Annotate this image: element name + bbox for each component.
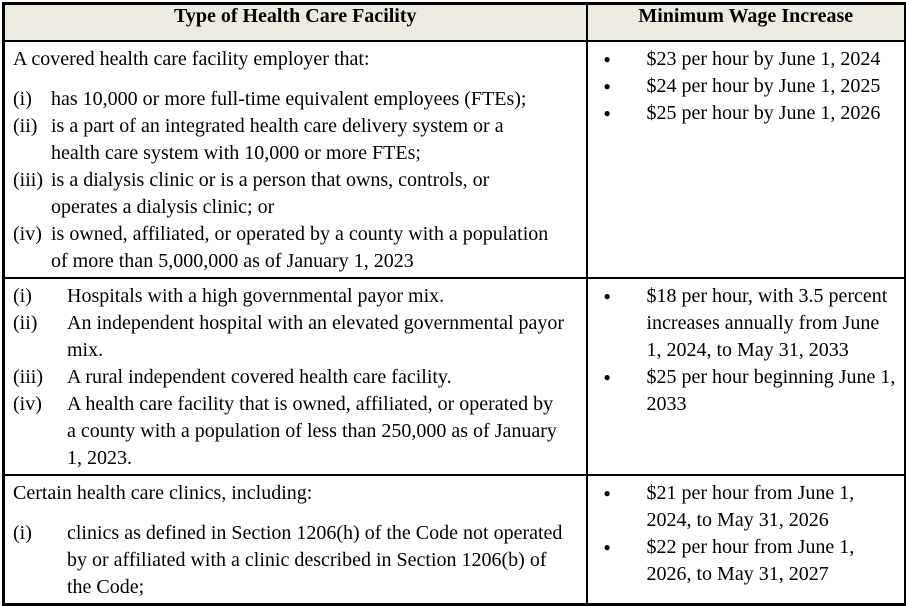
item-text: A health care facility that is owned, af… bbox=[67, 392, 557, 469]
item-text: An independent hospital with an elevated… bbox=[67, 311, 565, 361]
header-wage-increase: Minimum Wage Increase bbox=[585, 2, 906, 42]
wage-bullet-item: ● $25 per hour by June 1, 2026 bbox=[588, 100, 903, 127]
wage-bullet-item: ● $18 per hour, with 3.5 percent increas… bbox=[588, 283, 903, 364]
wage-text: $25 per hour beginning June 1, 2033 bbox=[646, 365, 896, 415]
facility-cell: Certain health care clinics, including: … bbox=[2, 473, 588, 605]
item-number: (i) bbox=[13, 284, 32, 307]
facility-item: (iv) is owned, affiliated, or operated b… bbox=[13, 221, 582, 275]
wage-bullet-item: ● $23 per hour by June 1, 2024 bbox=[588, 46, 903, 73]
wage-bullet-item: ● $24 per hour by June 1, 2025 bbox=[588, 73, 903, 100]
bullet-icon: ● bbox=[603, 105, 611, 120]
item-number: (ii) bbox=[13, 311, 38, 334]
facility-intro: A covered health care facility employer … bbox=[13, 47, 370, 70]
facility-item: (iv) A health care facility that is owne… bbox=[13, 391, 582, 472]
item-number: (iv) bbox=[13, 222, 42, 245]
table-row-governmental-payor: (i) Hospitals with a high governmental p… bbox=[2, 276, 906, 476]
wage-cell: ● $21 per hour from June 1, 2024, to May… bbox=[585, 473, 906, 605]
facility-item: (iii) is a dialysis clinic or is a perso… bbox=[13, 167, 582, 221]
wage-bullet-item: ● $25 per hour beginning June 1, 2033 bbox=[588, 364, 903, 418]
item-text: A rural independent covered health care … bbox=[67, 365, 452, 388]
facility-item: (i) clinics as defined in Section 1206(h… bbox=[13, 520, 582, 601]
wage-bullet-item: ● $22 per hour from June 1, 2026, to May… bbox=[588, 534, 903, 588]
table-row-covered-employer: A covered health care facility employer … bbox=[2, 39, 906, 279]
wage-cell: ● $18 per hour, with 3.5 percent increas… bbox=[585, 276, 906, 476]
bullet-icon: ● bbox=[603, 485, 611, 500]
bullet-icon: ● bbox=[603, 288, 611, 303]
table-row-health-care-clinics: Certain health care clinics, including: … bbox=[2, 473, 906, 605]
item-number: (ii) bbox=[13, 114, 38, 137]
wage-cell: ● $23 per hour by June 1, 2024 ● $24 per… bbox=[585, 39, 906, 279]
item-text: has 10,000 or more full-time equivalent … bbox=[51, 87, 527, 110]
header-facility-type: Type of Health Care Facility bbox=[2, 2, 588, 42]
bullet-icon: ● bbox=[603, 539, 611, 554]
wage-text: $23 per hour by June 1, 2024 bbox=[646, 47, 881, 70]
item-text: is a dialysis clinic or is a person that… bbox=[51, 168, 490, 218]
item-text: Hospitals with a high governmental payor… bbox=[67, 284, 445, 307]
facility-cell: A covered health care facility employer … bbox=[2, 39, 588, 279]
facility-item: (ii) An independent hospital with an ele… bbox=[13, 310, 582, 364]
item-number: (iv) bbox=[13, 392, 42, 415]
facility-item: (i) Hospitals with a high governmental p… bbox=[13, 283, 582, 310]
item-text: is owned, affiliated, or operated by a c… bbox=[51, 222, 549, 272]
wage-text: $21 per hour from June 1, 2024, to May 3… bbox=[646, 481, 855, 531]
facility-intro: Certain health care clinics, including: bbox=[13, 481, 313, 504]
item-number: (iii) bbox=[13, 365, 43, 388]
header-row: Type of Health Care Facility Minimum Wag… bbox=[2, 2, 906, 42]
bullet-icon: ● bbox=[603, 51, 611, 66]
bullet-icon: ● bbox=[603, 78, 611, 93]
item-number: (i) bbox=[13, 87, 32, 110]
wage-text: $18 per hour, with 3.5 percent increases… bbox=[646, 284, 888, 361]
item-number: (iii) bbox=[13, 168, 43, 191]
facility-item: (iii) A rural independent covered health… bbox=[13, 364, 582, 391]
wage-text: $22 per hour from June 1, 2026, to May 3… bbox=[646, 535, 855, 585]
facility-item: (ii) is a part of an integrated health c… bbox=[13, 113, 582, 167]
bullet-icon: ● bbox=[603, 369, 611, 384]
wage-bullet-item: ● $21 per hour from June 1, 2024, to May… bbox=[588, 480, 903, 534]
facility-cell: (i) Hospitals with a high governmental p… bbox=[2, 276, 588, 476]
item-number: (i) bbox=[13, 521, 32, 544]
item-text: clinics as defined in Section 1206(h) of… bbox=[67, 521, 563, 598]
wage-text: $25 per hour by June 1, 2026 bbox=[646, 101, 881, 124]
wage-text: $24 per hour by June 1, 2025 bbox=[646, 74, 881, 97]
facility-item: (i) has 10,000 or more full-time equival… bbox=[13, 86, 582, 113]
item-text: is a part of an integrated health care d… bbox=[51, 114, 504, 164]
